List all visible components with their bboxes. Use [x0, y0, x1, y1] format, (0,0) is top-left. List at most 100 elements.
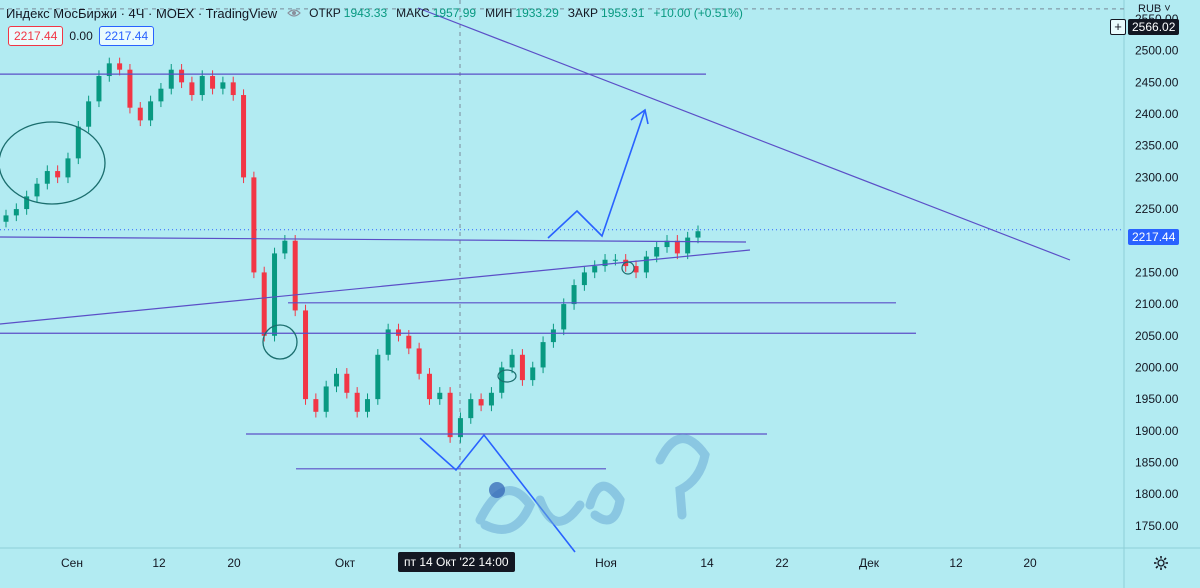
candle-body: [210, 76, 216, 89]
candle-body: [3, 215, 9, 222]
candle-body: [230, 82, 236, 96]
y-tick-label: 1800.00: [1135, 487, 1179, 501]
candle-body: [34, 183, 40, 197]
candle-body: [674, 240, 680, 254]
crosshair-date-label: пт 14 Окт '22 14:00: [398, 552, 515, 572]
candle-body: [55, 171, 61, 178]
x-tick-label: Дек: [859, 556, 880, 570]
handwritten-watermark: [475, 434, 710, 534]
candle-body: [447, 392, 453, 438]
candle-body: [592, 266, 598, 273]
support-trend-line: [0, 249, 751, 325]
x-tick-label: 14: [700, 556, 714, 570]
gear-icon[interactable]: [1153, 555, 1169, 571]
candle-body: [530, 367, 536, 381]
buy-price-box[interactable]: 2217.44: [98, 26, 155, 46]
candle-body: [406, 335, 412, 349]
candle-body: [468, 399, 474, 419]
candle-body: [550, 329, 556, 343]
candle-body: [561, 304, 567, 330]
candle-body: [148, 101, 154, 121]
candle-body: [602, 259, 608, 267]
candle-body: [313, 399, 319, 412]
low-label: МИН: [485, 6, 513, 20]
high-value: 1957.99: [432, 6, 477, 20]
y-tick-label: 2150.00: [1135, 265, 1179, 279]
candle-body: [654, 247, 660, 257]
candle-body: [354, 392, 360, 412]
candle-body: [189, 82, 195, 96]
x-tick-label: Ноя: [595, 556, 617, 570]
candle-body: [478, 399, 484, 406]
candle-body: [86, 101, 92, 127]
eye-icon[interactable]: [287, 6, 301, 20]
candle-body: [344, 373, 350, 393]
candle-body: [96, 76, 102, 102]
candle-body: [24, 196, 30, 210]
high-label: МАКС: [396, 6, 430, 20]
candle-body: [75, 126, 81, 159]
candle-body: [158, 88, 164, 102]
plus-icon[interactable]: +: [1110, 19, 1126, 35]
chart-header: Индекс МосБиржи · 4Ч · MOEX · TradingVie…: [6, 4, 752, 22]
resistance-line: [0, 236, 747, 243]
candle-body: [499, 367, 505, 393]
candle-body: [509, 354, 515, 368]
candle-body: [137, 107, 143, 121]
close-value: 1953.31: [601, 6, 645, 20]
y-tick-label: 2450.00: [1135, 75, 1179, 89]
y-tick-label: 2050.00: [1135, 329, 1179, 343]
candle-body: [282, 240, 288, 254]
candle-body: [364, 399, 370, 412]
candle-body: [303, 310, 309, 400]
x-tick-label: 22: [775, 556, 789, 570]
open-value: 1943.33: [343, 6, 388, 20]
currency-selector[interactable]: RUB ˅: [1138, 3, 1171, 15]
candle-body: [292, 240, 298, 311]
candle-body: [241, 95, 247, 178]
candle-body: [685, 237, 691, 254]
candle-body: [272, 253, 278, 336]
highlight-circle: [621, 261, 635, 275]
candle-body: [643, 256, 649, 273]
candle-body: [251, 177, 257, 273]
x-tick-label: 20: [1023, 556, 1037, 570]
sell-price-box[interactable]: 2217.44: [8, 26, 64, 46]
candle-body: [581, 272, 587, 286]
y-tick-label: 2400.00: [1135, 107, 1179, 121]
symbol-title[interactable]: Индекс МосБиржи · 4Ч · MOEX · TradingVie…: [6, 5, 278, 21]
y-tick-label: 2300.00: [1135, 170, 1179, 184]
candle-body: [540, 342, 546, 368]
y-tick-label: 2000.00: [1135, 360, 1179, 374]
candle-body: [220, 82, 226, 89]
candle-body: [323, 386, 329, 412]
bullish-forecast-path: [547, 109, 646, 239]
candle-body: [571, 285, 577, 305]
candle-body: [457, 418, 463, 438]
candle-body: [44, 171, 50, 184]
descending-trend-line: [417, 7, 1071, 261]
y-tick-label: 1850.00: [1135, 455, 1179, 469]
crosshair-price-tag: 2566.02: [1128, 19, 1180, 35]
candle-body: [168, 69, 174, 89]
watermark-dot: [489, 482, 505, 498]
candle-body: [426, 373, 432, 400]
highlight-circle: [497, 369, 517, 383]
candle-body: [65, 158, 71, 178]
candle-body: [519, 354, 525, 381]
y-tick-label: 2500.00: [1135, 44, 1179, 58]
candle-body: [437, 392, 443, 400]
forecast-arrowhead: [630, 108, 649, 125]
x-tick-label: 12: [152, 556, 166, 570]
candle-body: [13, 209, 19, 216]
y-tick-label: 1750.00: [1135, 519, 1179, 533]
y-tick-label: 1900.00: [1135, 424, 1179, 438]
candle-body: [199, 76, 205, 96]
candle-body: [334, 373, 340, 387]
y-tick-label: 2100.00: [1135, 297, 1179, 311]
x-tick-label: 12: [949, 556, 963, 570]
candle-body: [106, 63, 112, 77]
candle-body: [261, 272, 267, 336]
